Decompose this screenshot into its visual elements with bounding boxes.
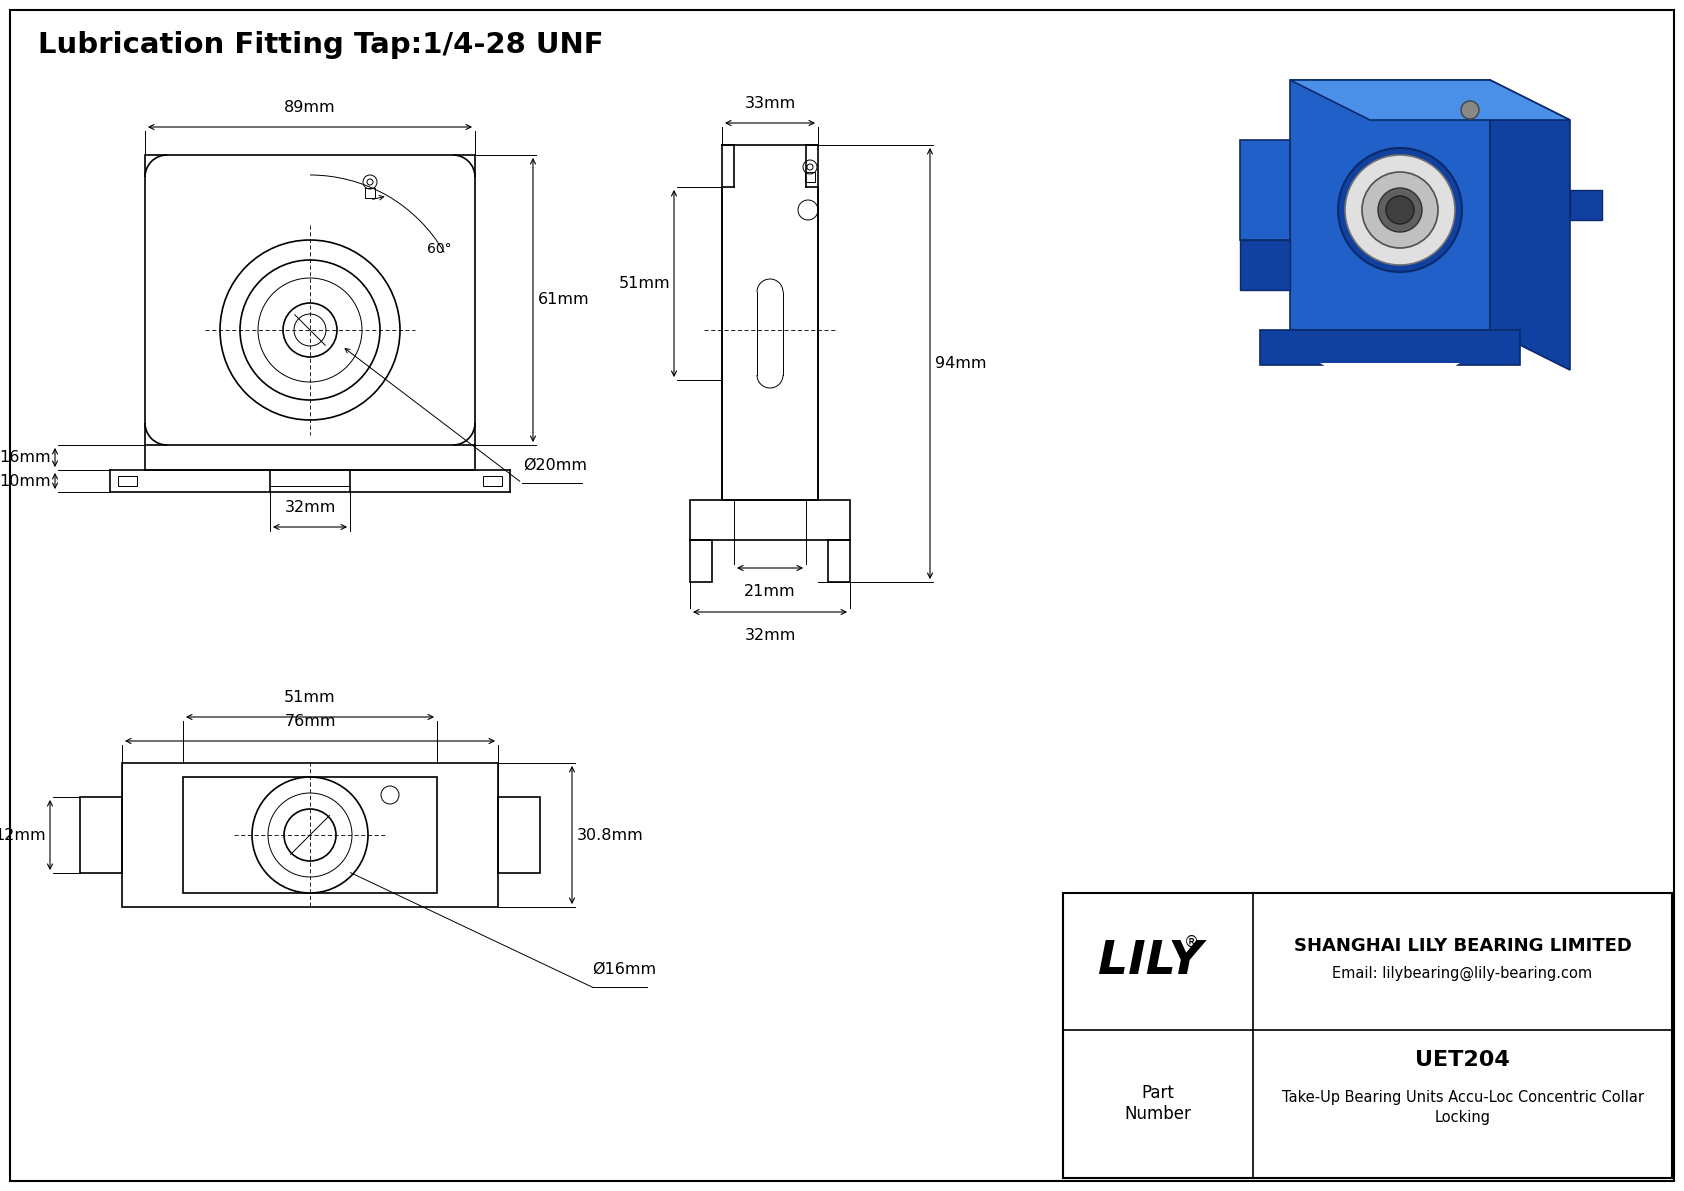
Text: Part
Number: Part Number — [1125, 1085, 1192, 1123]
Text: Take-Up Bearing Units Accu-Loc Concentric Collar: Take-Up Bearing Units Accu-Loc Concentri… — [1282, 1090, 1644, 1105]
Text: 61mm: 61mm — [537, 293, 589, 307]
Circle shape — [1362, 172, 1438, 248]
Bar — [483, 476, 502, 486]
Text: 21mm: 21mm — [744, 584, 797, 599]
Bar — [365, 188, 376, 198]
Text: 33mm: 33mm — [744, 96, 795, 111]
Text: Email: lilybearing@lily-bearing.com: Email: lilybearing@lily-bearing.com — [1332, 966, 1593, 981]
Text: 32mm: 32mm — [285, 500, 335, 515]
Text: 89mm: 89mm — [285, 100, 335, 116]
Text: 76mm: 76mm — [285, 713, 335, 729]
Bar — [81, 797, 121, 873]
Polygon shape — [1490, 80, 1569, 370]
Text: LILY: LILY — [1098, 939, 1202, 984]
Text: 51mm: 51mm — [618, 276, 670, 291]
Bar — [690, 540, 712, 582]
Text: Lubrication Fitting Tap:1/4-28 UNF: Lubrication Fitting Tap:1/4-28 UNF — [39, 31, 603, 60]
Text: ®: ® — [1184, 935, 1199, 950]
Polygon shape — [1290, 80, 1569, 120]
Text: UET204: UET204 — [1415, 1049, 1511, 1070]
Text: 16mm: 16mm — [0, 450, 51, 464]
Text: 32mm: 32mm — [744, 628, 795, 643]
Bar — [1260, 330, 1521, 364]
Text: 10mm: 10mm — [0, 474, 51, 488]
Circle shape — [1386, 197, 1415, 224]
Text: 94mm: 94mm — [935, 356, 987, 372]
Text: Locking: Locking — [1435, 1110, 1490, 1125]
Text: Ø20mm: Ø20mm — [524, 459, 588, 473]
Bar — [805, 172, 815, 182]
Bar — [1239, 241, 1290, 289]
Bar — [118, 476, 136, 486]
Text: Ø16mm: Ø16mm — [593, 962, 657, 977]
Circle shape — [1462, 101, 1479, 119]
Text: 51mm: 51mm — [285, 690, 335, 705]
Bar — [722, 145, 818, 500]
Circle shape — [1378, 188, 1421, 232]
Bar — [145, 155, 475, 445]
Text: 60°: 60° — [426, 243, 451, 256]
Polygon shape — [1320, 363, 1460, 395]
Text: SHANGHAI LILY BEARING LIMITED: SHANGHAI LILY BEARING LIMITED — [1293, 937, 1632, 955]
Bar — [498, 797, 541, 873]
Bar — [690, 500, 850, 540]
Bar — [1290, 80, 1490, 330]
Circle shape — [1339, 148, 1462, 272]
Bar — [121, 763, 498, 908]
Bar — [1239, 141, 1290, 241]
Circle shape — [1346, 155, 1455, 266]
Bar — [1063, 893, 1672, 1178]
Text: 30.8mm: 30.8mm — [578, 828, 643, 842]
Bar — [829, 540, 850, 582]
Text: 12mm: 12mm — [0, 828, 45, 842]
Bar — [1569, 191, 1601, 220]
Bar — [184, 777, 438, 893]
